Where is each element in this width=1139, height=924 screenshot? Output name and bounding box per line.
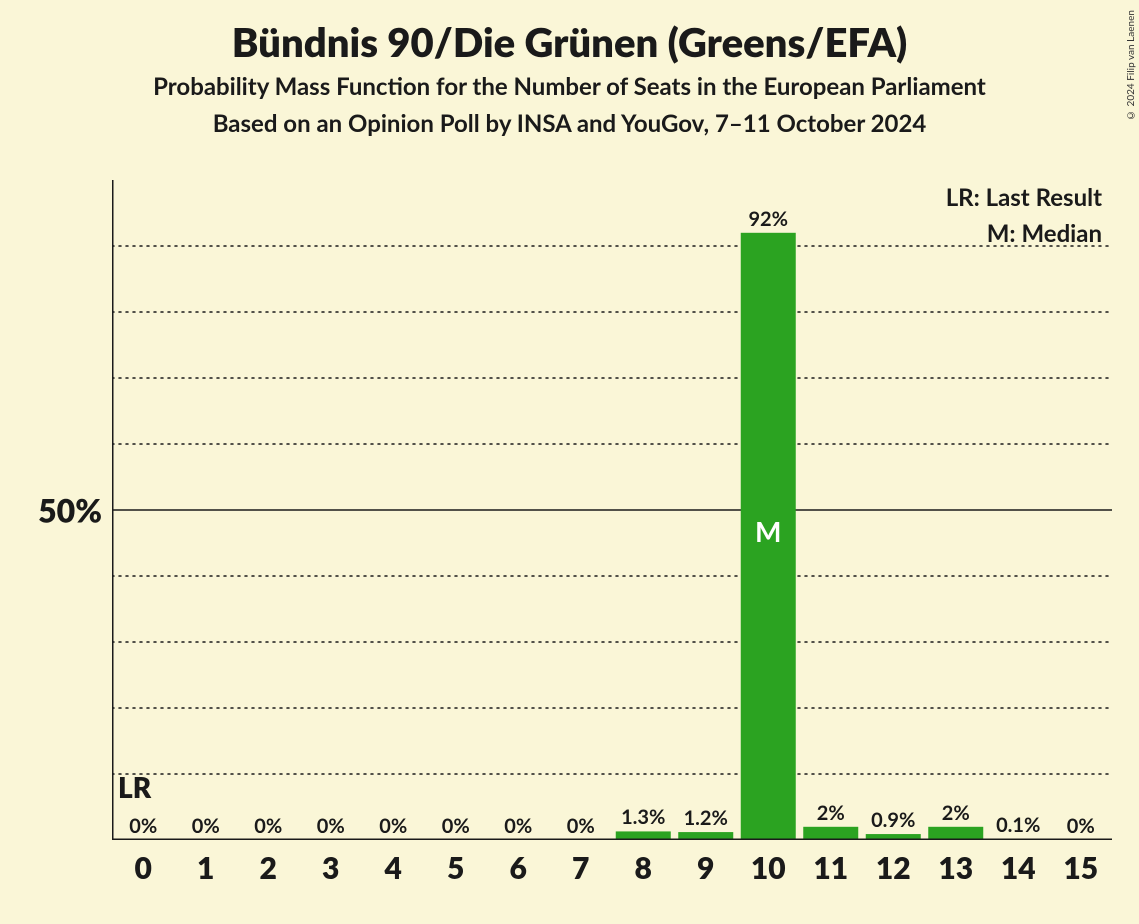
bar-value-label: 0% [379, 814, 407, 838]
bar-value-label: 0% [192, 814, 220, 838]
x-axis-label: 3 [322, 850, 339, 886]
bar-value-label: 0% [129, 814, 157, 838]
chart-subtitle-2: Based on an Opinion Poll by INSA and You… [0, 109, 1139, 138]
bar-chart-svg [112, 180, 1112, 840]
bar-value-label: 2% [817, 801, 845, 825]
bar-value-label: 0.9% [871, 808, 915, 832]
legend-m: M: Median [946, 216, 1102, 252]
x-axis-label: 8 [635, 850, 652, 886]
chart-titles: Bündnis 90/Die Grünen (Greens/EFA) Proba… [0, 0, 1139, 138]
median-annotation: M [755, 514, 781, 548]
x-axis-label: 9 [697, 850, 714, 886]
x-axis-label: 11 [813, 850, 848, 886]
bar-value-label: 1.3% [621, 805, 665, 829]
bar-value-label: 0% [442, 814, 470, 838]
copyright-text: © 2024 Filip van Laenen [1125, 10, 1137, 121]
bar-value-label: 0% [1067, 814, 1095, 838]
x-axis-label: 1 [197, 850, 214, 886]
y-axis-label-50: 50% [38, 491, 102, 530]
bar-value-label: 1.2% [684, 806, 728, 830]
x-axis-label: 10 [751, 850, 786, 886]
x-axis-label: 4 [385, 850, 402, 886]
lr-annotation: LR [118, 770, 151, 804]
bar-value-label: 0% [504, 814, 532, 838]
chart-subtitle-1: Probability Mass Function for the Number… [0, 72, 1139, 101]
bar-value-label: 0% [567, 814, 595, 838]
x-axis-label: 6 [510, 850, 527, 886]
x-axis-label: 5 [447, 850, 464, 886]
bar-value-label: 0% [254, 814, 282, 838]
bar-value-label: 92% [748, 207, 788, 231]
legend-lr: LR: Last Result [946, 180, 1102, 216]
x-axis-label: 2 [260, 850, 277, 886]
x-axis-label: 15 [1063, 850, 1098, 886]
chart-area: LR: Last Result M: Median 50%00%10%20%30… [112, 180, 1112, 870]
x-axis-label: 0 [135, 850, 152, 886]
bar-value-label: 0.1% [996, 813, 1040, 837]
x-axis-label: 13 [938, 850, 973, 886]
bar-value-label: 0% [317, 814, 345, 838]
bar-value-label: 2% [942, 801, 970, 825]
legend: LR: Last Result M: Median [946, 180, 1102, 252]
chart-title: Bündnis 90/Die Grünen (Greens/EFA) [0, 18, 1139, 66]
x-axis-label: 12 [876, 850, 911, 886]
x-axis-label: 7 [572, 850, 589, 886]
x-axis-label: 14 [1001, 850, 1036, 886]
